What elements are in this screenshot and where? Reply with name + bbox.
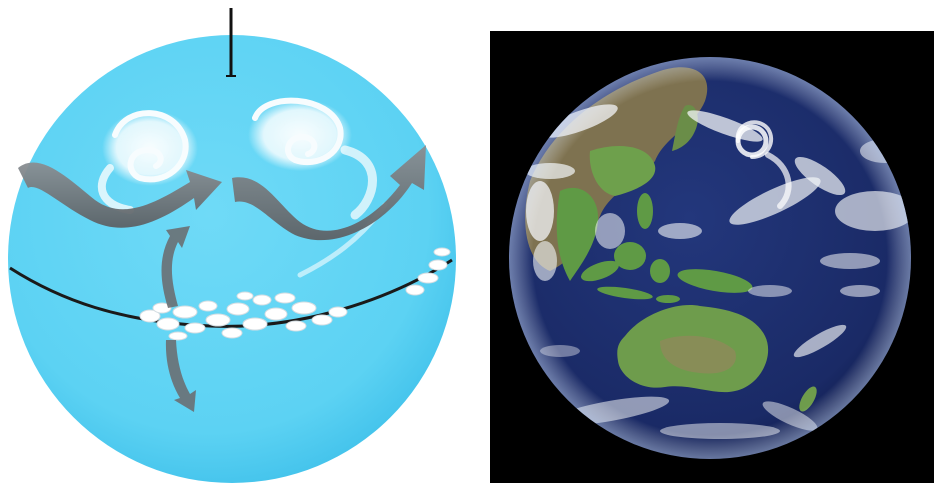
storm-swirl-left bbox=[97, 110, 198, 214]
globe-limb-glow bbox=[509, 57, 911, 459]
satellite-earth-svg bbox=[509, 57, 911, 459]
equatorward-arrow bbox=[165, 340, 196, 412]
jet-stream-arrow-right bbox=[232, 145, 426, 241]
equatorial-cloud-band bbox=[139, 247, 451, 341]
jet-stream-arrow-left bbox=[18, 162, 222, 228]
equator-line bbox=[9, 258, 453, 328]
schematic-earth-diagram bbox=[8, 8, 456, 483]
diagram-sphere bbox=[8, 35, 456, 483]
satellite-earth-image bbox=[490, 31, 934, 483]
storm-swirl-right bbox=[248, 97, 388, 278]
schematic-earth-svg bbox=[8, 8, 456, 483]
poleward-arrow bbox=[161, 226, 190, 308]
